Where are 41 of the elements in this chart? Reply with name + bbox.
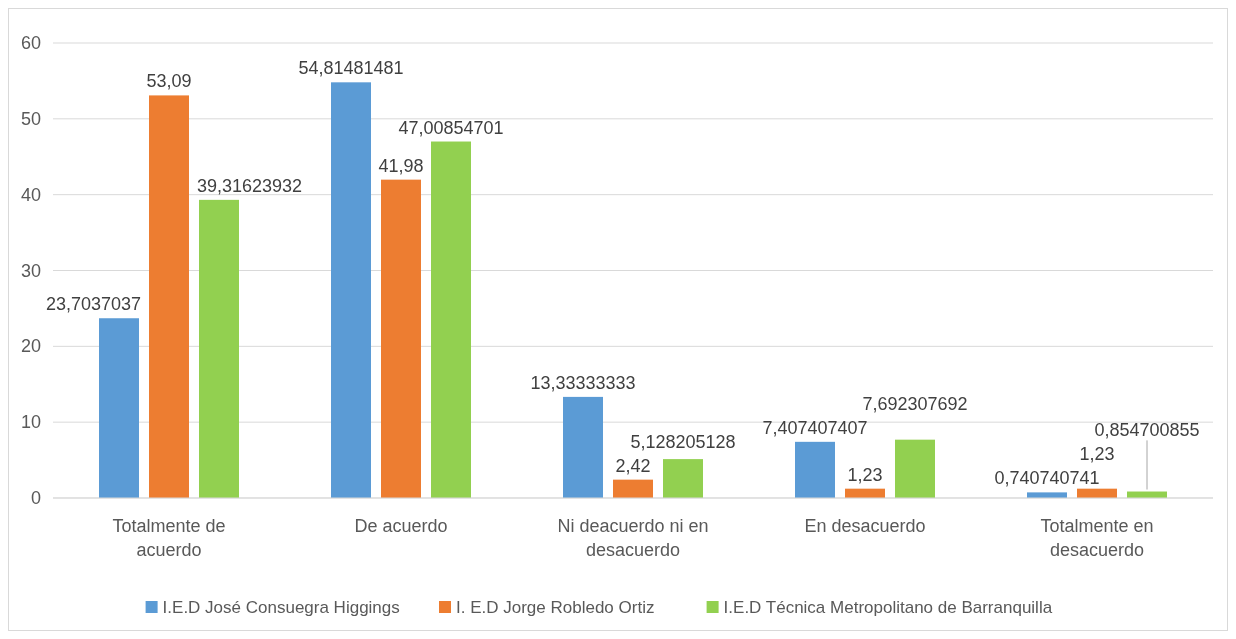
data-label: 23,7037037 [45,294,141,315]
x-tick-label: En desacuerdo [804,516,926,536]
bar [431,141,471,498]
y-tick-label: 0 [30,488,41,508]
y-tick-label: 10 [20,412,41,433]
x-tick-label: Totalmente de acuerdo [112,516,226,560]
x-tick-label: Totalmente en desacuerdo [1040,516,1154,560]
data-label: 47,00854701 [398,117,504,138]
data-label: 41,98 [378,155,424,176]
bar [199,199,239,498]
data-label: 0,740740741 [994,468,1100,489]
data-label: 1,23 [847,464,883,485]
data-label: 7,407407407 [762,417,868,438]
data-label: 1,23 [1079,444,1115,465]
legend-label: I.E.D José Consuegra Higgings [162,598,400,617]
bar [613,479,653,498]
y-tick-label: 30 [20,260,41,281]
bar [563,396,603,498]
x-tick-label: De acuerdo [354,516,448,536]
data-label: 54,81481481 [298,58,404,79]
data-label: 39,31623932 [197,175,303,196]
data-label: 53,09 [146,71,192,92]
bar [895,439,935,498]
data-label: 7,692307692 [862,393,968,414]
y-tick-label: 50 [20,108,41,129]
legend-label: I. E.D Jorge Robledo Ortiz [456,598,655,617]
bar [795,441,835,498]
data-label: 2,42 [615,455,651,476]
y-tick-label: 40 [20,184,41,205]
legend-label: I.E.D Técnica Metropolitano de Barranquilla [723,598,1053,617]
y-tick-label: 20 [20,336,41,357]
bar [663,459,703,498]
bar [331,82,371,498]
data-label: 13,33333333 [530,372,636,393]
bar [99,318,139,498]
y-tick-label: 60 [20,33,41,53]
bar [149,95,189,498]
bar [381,179,421,498]
x-tick-label: Ni deacuerdo ni en desacuerdo [557,516,709,560]
data-label: 5,128205128 [630,431,736,452]
data-label: 0,854700855 [1094,420,1200,441]
